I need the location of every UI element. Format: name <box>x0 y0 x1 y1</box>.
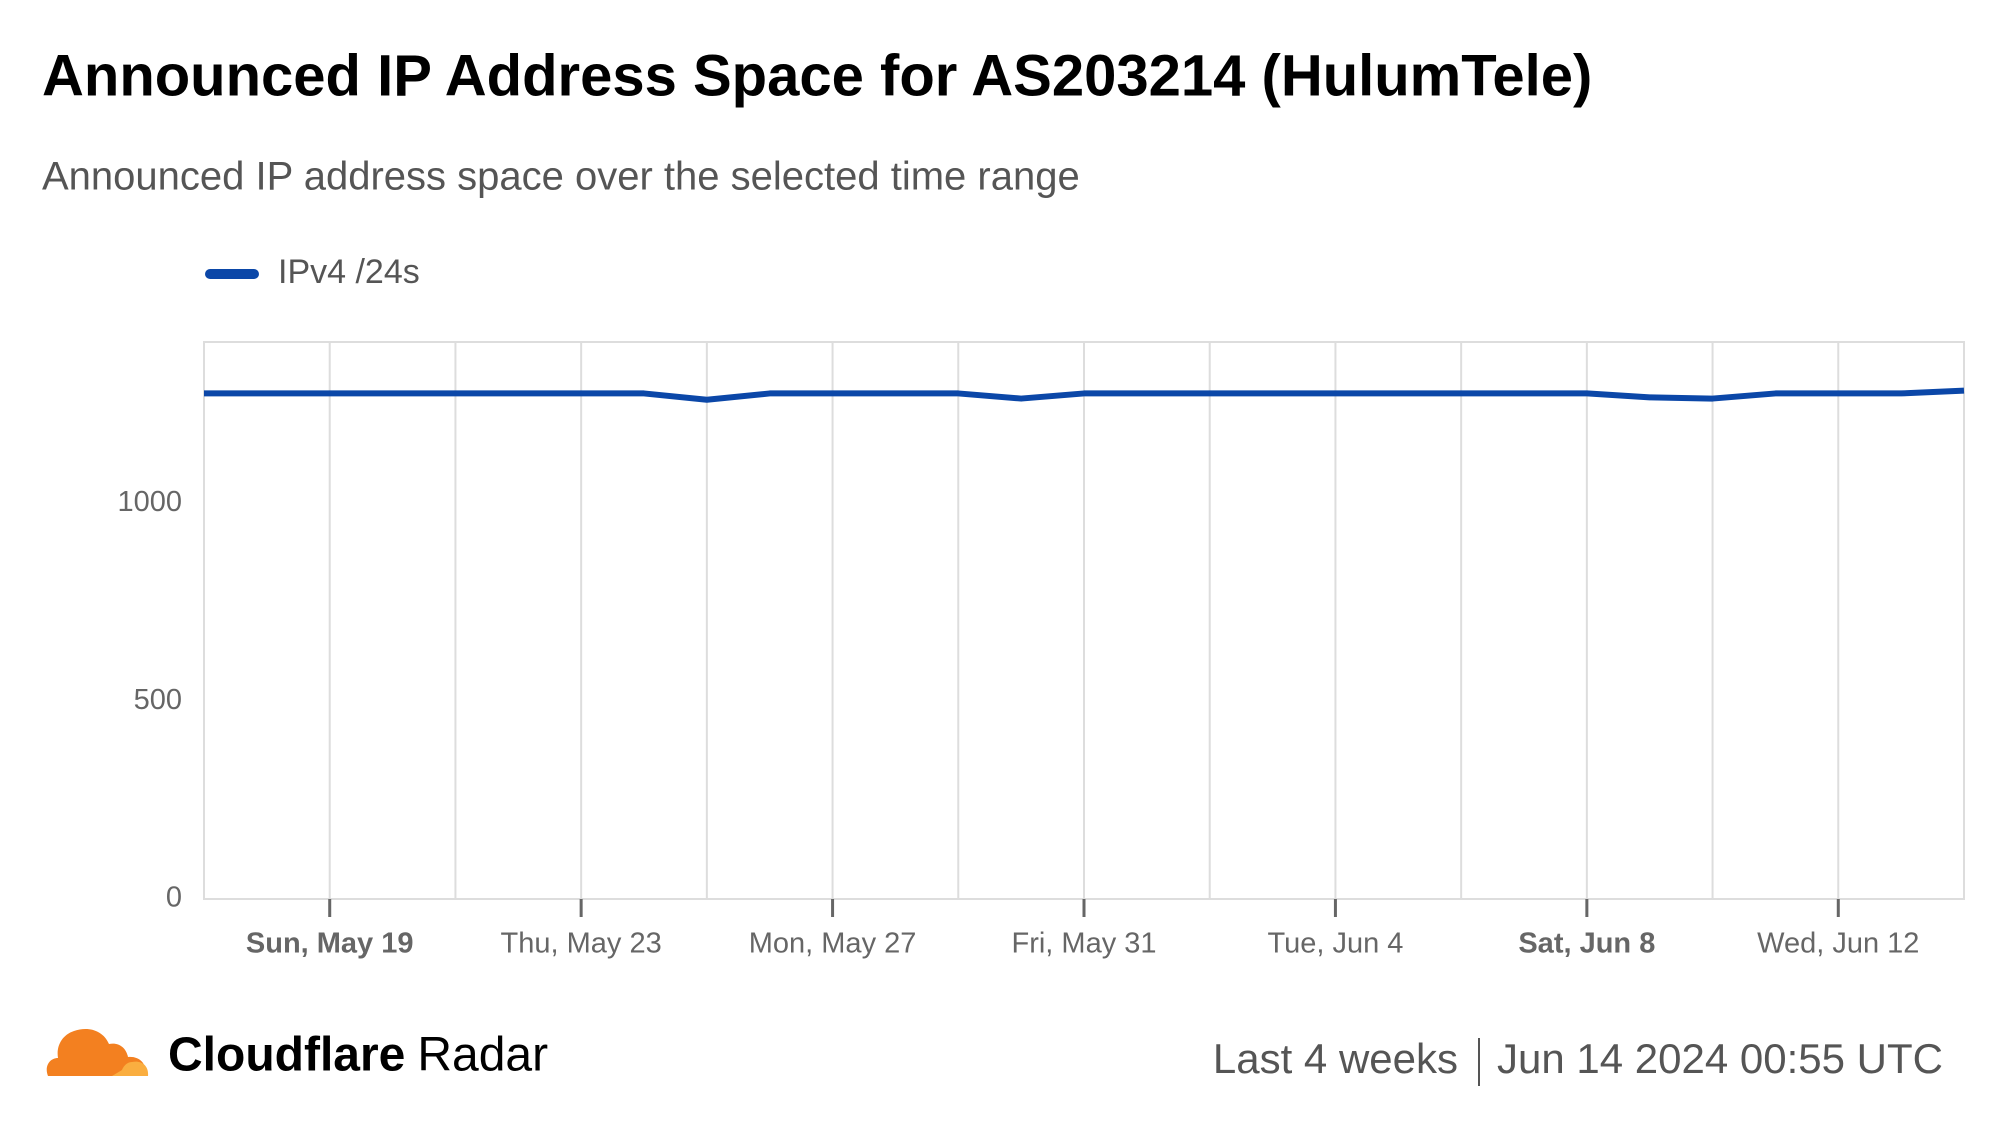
x-tick-label: Sun, May 19 <box>246 928 414 960</box>
x-tick-label: Sat, Jun 8 <box>1518 928 1655 960</box>
brand: Cloudflare <box>168 1029 405 1082</box>
series-line <box>204 387 1965 403</box>
y-tick-label: 1000 <box>117 486 182 518</box>
timestamp: Jun 14 2024 00:55 UTC <box>1497 1035 1943 1082</box>
chart-title: Announced IP Address Space for AS203214 … <box>42 43 1592 108</box>
x-tick-label: Tue, Jun 4 <box>1267 928 1403 960</box>
x-tick-label: Mon, May 27 <box>749 928 917 960</box>
product: Radar <box>417 1029 548 1082</box>
legend-label: IPv4 /24s <box>278 253 420 291</box>
logo <box>46 1028 149 1076</box>
time-range: Last 4 weeks <box>1213 1035 1458 1082</box>
x-tick-label: Fri, May 31 <box>1011 928 1156 960</box>
x-tick-label: Wed, Jun 12 <box>1757 928 1919 960</box>
y-tick-label: 0 <box>166 882 182 914</box>
y-tick-label: 500 <box>134 684 182 716</box>
chart-subtitle: Announced IP address space over the sele… <box>42 155 1080 199</box>
x-tick-label: Thu, May 23 <box>501 928 662 960</box>
